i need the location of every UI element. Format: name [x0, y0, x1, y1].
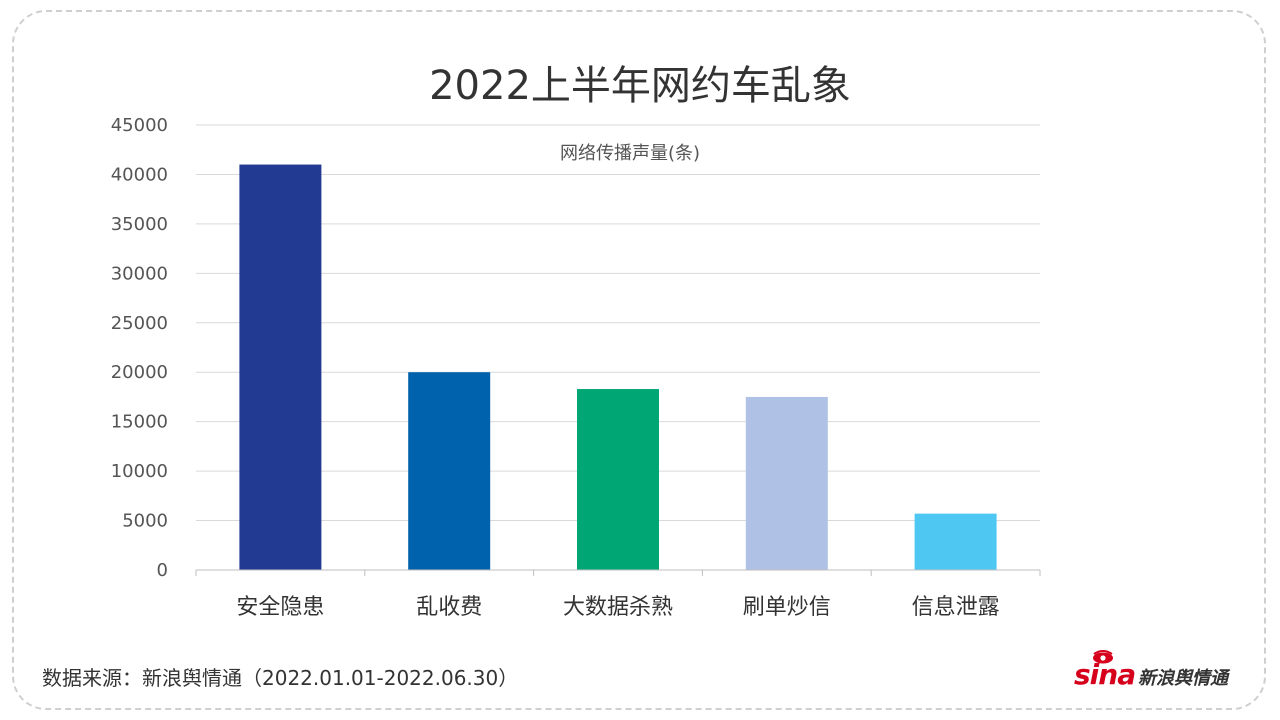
logo-name: 新浪舆情通 [1138, 668, 1228, 689]
y-tick-label: 10000 [111, 461, 168, 482]
x-tick-label: 信息泄露 [912, 595, 1000, 620]
y-tick-label: 45000 [111, 115, 168, 136]
data-source: 数据来源：新浪舆情通（2022.01.01-2022.06.30） [42, 666, 519, 690]
chart-card [12, 10, 1266, 710]
sina-logo: sina 新浪舆情通 [1074, 650, 1244, 694]
y-tick-label: 40000 [111, 164, 168, 185]
x-tick-label: 刷单炒信 [743, 595, 831, 620]
x-axis: 安全隐患 乱收费 大数据杀熟 刷单炒信 信息泄露 [195, 569, 1041, 620]
eye-icon [1093, 650, 1113, 664]
x-tick-label: 乱收费 [416, 595, 482, 620]
y-tick-label: 30000 [111, 263, 168, 284]
bar [577, 389, 659, 570]
logo-sina-text: sina [1074, 658, 1136, 691]
y-tick-label: 5000 [122, 511, 168, 532]
bar [408, 372, 491, 570]
bar [745, 396, 828, 570]
y-tick-label: 15000 [111, 412, 168, 433]
bar [239, 164, 322, 571]
x-tick-label: 安全隐患 [236, 595, 324, 620]
bar [914, 513, 997, 570]
chart-title: 2022上半年网约车乱象 [429, 63, 851, 109]
y-tick-label: 25000 [111, 313, 168, 334]
y-tick-label: 20000 [111, 362, 168, 383]
y-tick-label: 0 [157, 560, 168, 581]
series-label: 网络传播声量(条) [560, 143, 701, 164]
y-axis-ticks: 0 5000 10000 15000 20000 25000 30000 35000 40000… [111, 115, 168, 581]
x-tick-label: 大数据杀熟 [563, 595, 673, 620]
y-tick-label: 35000 [111, 214, 168, 235]
bars [239, 164, 997, 571]
